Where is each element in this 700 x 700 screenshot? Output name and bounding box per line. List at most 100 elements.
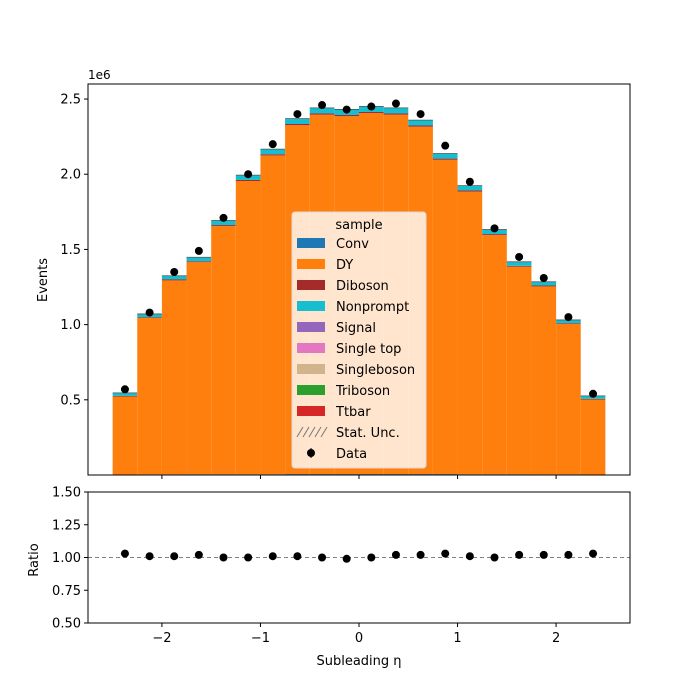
bar-nonprompt (112, 392, 138, 396)
legend-swatch (297, 364, 325, 374)
ratio-panel: 0.50 0.75 1.00 1.25 1.50 −2 −1 0 1 2 Ratio Suble… (27, 486, 631, 669)
legend-label: Triboson (335, 384, 390, 399)
hatch-line (314, 426, 322, 438)
x-tick-label: 2 (552, 631, 560, 646)
bar-dy (556, 324, 581, 475)
ratio-point (490, 553, 499, 562)
ratio-point (145, 552, 154, 561)
data-points (120, 99, 598, 398)
main-y-axis: 0.5 1.0 1.5 2.0 2.5 (60, 93, 88, 408)
bar-nonprompt (309, 107, 335, 114)
main-panel: 0.5 1.0 1.5 2.0 2.5 1e6 Events sample Conv DY D… (36, 68, 631, 479)
bar-nonprompt (285, 118, 310, 125)
bar-dy (260, 155, 286, 475)
bar-nonprompt (211, 220, 236, 226)
data-point (194, 246, 203, 255)
bar-dy (137, 317, 162, 475)
bar-diboson (235, 179, 261, 181)
y-tick-label: 1.5 (60, 243, 81, 258)
data-point (120, 385, 129, 394)
data-point (268, 140, 277, 149)
ratio-point (465, 552, 474, 561)
ratio-point (219, 553, 228, 562)
ratio-point (170, 552, 179, 561)
ratio-y-tick-label: 0.50 (52, 617, 81, 632)
legend-label: DY (336, 258, 353, 273)
y-multiplier: 1e6 (88, 68, 111, 82)
x-tick-label: 1 (453, 631, 461, 646)
legend-swatch (297, 322, 325, 332)
bar-diboson (186, 261, 212, 263)
x-tick-label: 0 (355, 631, 363, 646)
ratio-y-tick-label: 1.50 (52, 486, 81, 501)
data-point (564, 313, 573, 322)
data-point (293, 110, 302, 119)
legend-label: Stat. Unc. (336, 426, 400, 441)
legend-swatch (297, 301, 325, 311)
bar-dy (235, 180, 261, 475)
ratio-point (539, 550, 548, 559)
legend-swatch-hatch (296, 426, 328, 438)
legend-swatch (297, 238, 325, 248)
ratio-point (120, 549, 129, 558)
bar-dy (161, 280, 187, 475)
legend-marker (307, 449, 315, 457)
bar-dy (211, 226, 236, 475)
bar-dy (506, 266, 532, 475)
bar-dy (457, 191, 483, 475)
data-point (342, 105, 351, 114)
ratio-y-axis-label: Ratio (27, 543, 42, 576)
ratio-point (293, 552, 302, 561)
ratio-y-axis: 0.50 0.75 1.00 1.25 1.50 (52, 486, 88, 632)
data-point (416, 110, 425, 119)
hatch-line (296, 426, 304, 438)
y-tick-label: 0.5 (60, 393, 81, 408)
data-point (441, 141, 450, 150)
bar-diboson (260, 154, 286, 156)
bar-diboson (334, 114, 359, 117)
bar-dy (531, 286, 557, 475)
data-point (539, 273, 548, 282)
legend-label: Conv (336, 237, 369, 252)
data-point (367, 102, 376, 111)
legend-label: Diboson (336, 279, 389, 294)
bar-diboson (211, 225, 236, 227)
hatch-line (302, 426, 310, 438)
ratio-point (564, 550, 573, 559)
data-point (219, 213, 228, 222)
bar-nonprompt (432, 153, 458, 159)
bar-dy (580, 399, 606, 475)
ratio-point (515, 550, 524, 559)
x-axis-label: Subleading η (316, 654, 401, 669)
y-tick-label: 1.0 (60, 318, 81, 333)
bar-diboson (580, 398, 606, 400)
y-tick-label: 2.0 (60, 168, 81, 183)
bar-nonprompt (457, 185, 483, 191)
bar-nonprompt (506, 261, 532, 266)
bar-dy (112, 396, 138, 475)
x-tick-label: −2 (152, 631, 171, 646)
ratio-point (318, 553, 327, 562)
bar-diboson (457, 190, 483, 192)
bar-diboson (359, 111, 384, 114)
legend-swatch (297, 259, 325, 269)
legend-label: Single top (336, 342, 401, 357)
main-x-ticks (161, 475, 557, 479)
ratio-point (367, 553, 376, 562)
data-point (589, 389, 598, 398)
ratio-point (244, 553, 253, 562)
legend-label: Nonprompt (336, 300, 409, 315)
legend-label: Data (336, 447, 367, 462)
data-point (391, 99, 400, 108)
bar-diboson (432, 158, 458, 160)
ratio-y-tick-label: 1.00 (52, 551, 81, 566)
legend-swatch (297, 343, 325, 353)
ratio-point (194, 550, 203, 559)
legend-box (291, 211, 427, 469)
legend-label: Signal (336, 321, 376, 336)
bar-dy (186, 262, 212, 475)
ratio-y-tick-label: 1.25 (52, 518, 81, 533)
bar-diboson (309, 113, 335, 115)
legend-label: Ttbar (335, 405, 371, 420)
bar-diboson (408, 125, 433, 127)
